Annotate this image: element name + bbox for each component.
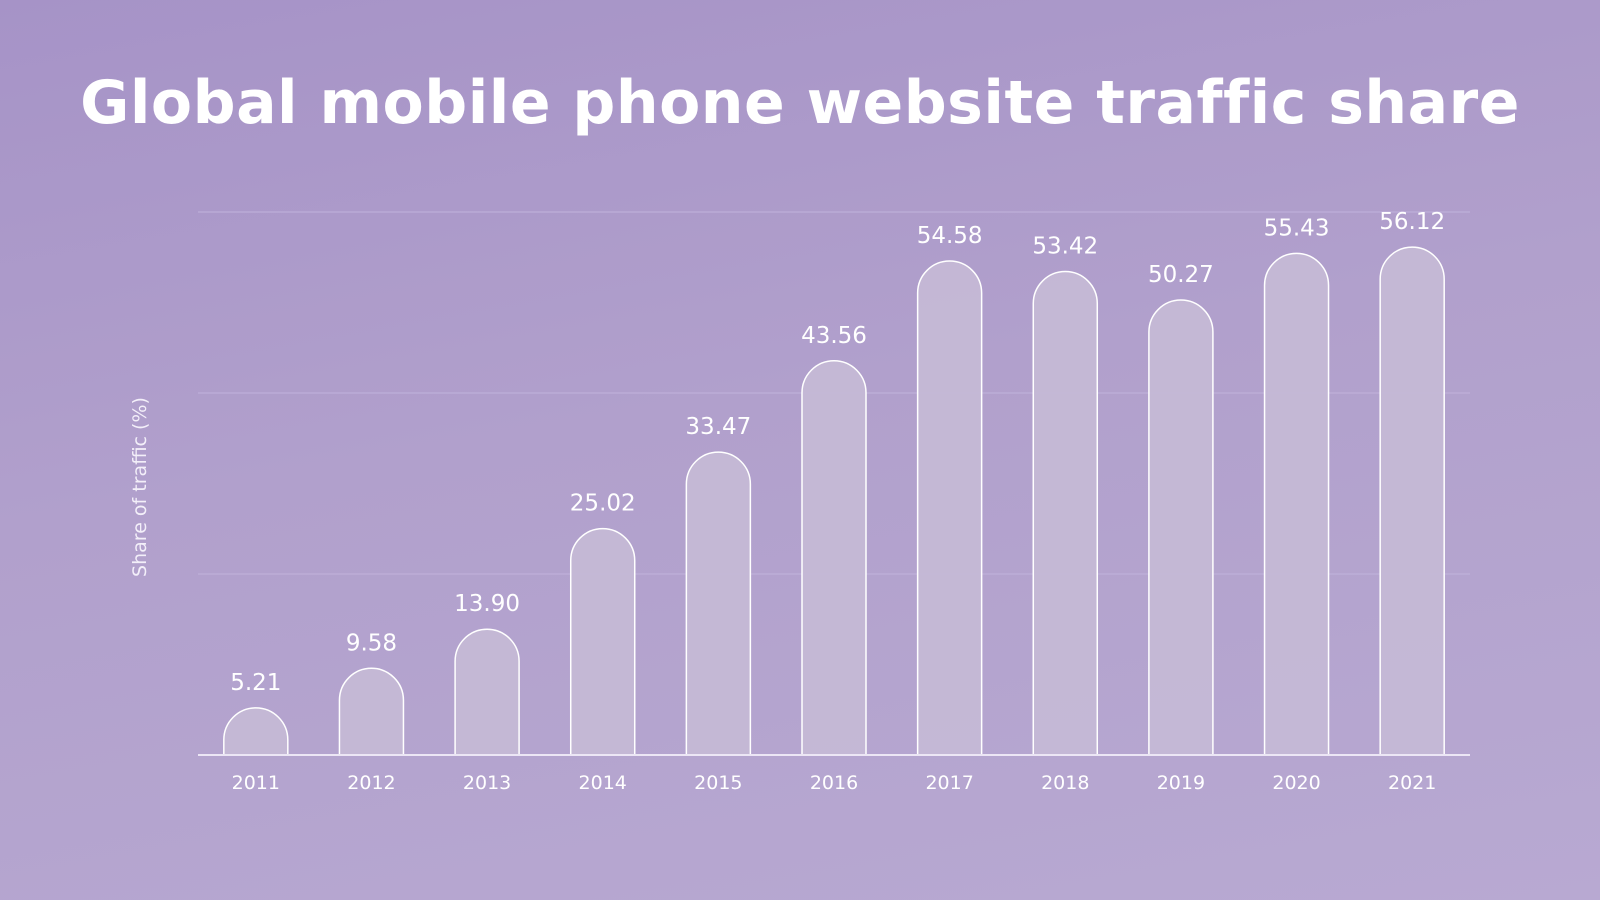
category-label-2017: 2017 [925, 772, 973, 794]
bar-2021 [1379, 246, 1445, 756]
value-label-2014: 25.02 [570, 491, 636, 517]
value-label-2015: 33.47 [685, 414, 751, 440]
value-label-2019: 50.27 [1148, 262, 1214, 288]
value-label-2011: 5.21 [230, 670, 281, 696]
bar-2016 [801, 360, 867, 756]
category-label-2013: 2013 [463, 772, 511, 794]
value-label-2012: 9.58 [346, 630, 397, 656]
value-label-2013: 13.90 [454, 591, 520, 617]
category-label-2020: 2020 [1272, 772, 1320, 794]
bar-2019 [1148, 299, 1214, 756]
category-label-2011: 2011 [232, 772, 280, 794]
bars [223, 246, 1445, 756]
category-label-2012: 2012 [347, 772, 395, 794]
bar-2013 [454, 628, 520, 756]
bar-2011 [223, 707, 289, 756]
chart-title: Global mobile phone website traffic shar… [80, 68, 1520, 138]
value-label-2020: 55.43 [1264, 215, 1330, 241]
value-label-2016: 43.56 [801, 323, 867, 349]
bar-2018 [1032, 270, 1099, 756]
bar-2020 [1263, 252, 1330, 756]
category-labels: 2011 2012 2013 2014 2015 2016 2017 2018 2019 2020… [232, 772, 1437, 794]
category-label-2016: 2016 [810, 772, 858, 794]
category-label-2015: 2015 [694, 772, 742, 794]
bar-2017 [916, 260, 983, 756]
category-label-2014: 2014 [579, 772, 627, 794]
value-label-2021: 56.12 [1379, 209, 1445, 235]
value-label-2017: 54.58 [917, 223, 983, 249]
category-label-2019: 2019 [1157, 772, 1205, 794]
bar-2015 [685, 451, 752, 756]
category-label-2021: 2021 [1388, 772, 1436, 794]
bar-2014 [569, 527, 636, 756]
value-label-2018: 53.42 [1032, 234, 1098, 260]
bar-2012 [338, 667, 405, 756]
category-label-2018: 2018 [1041, 772, 1089, 794]
value-labels: 5.21 9.58 13.90 25.02 33.47 43.56 54.58 53.42 50… [230, 209, 1445, 696]
